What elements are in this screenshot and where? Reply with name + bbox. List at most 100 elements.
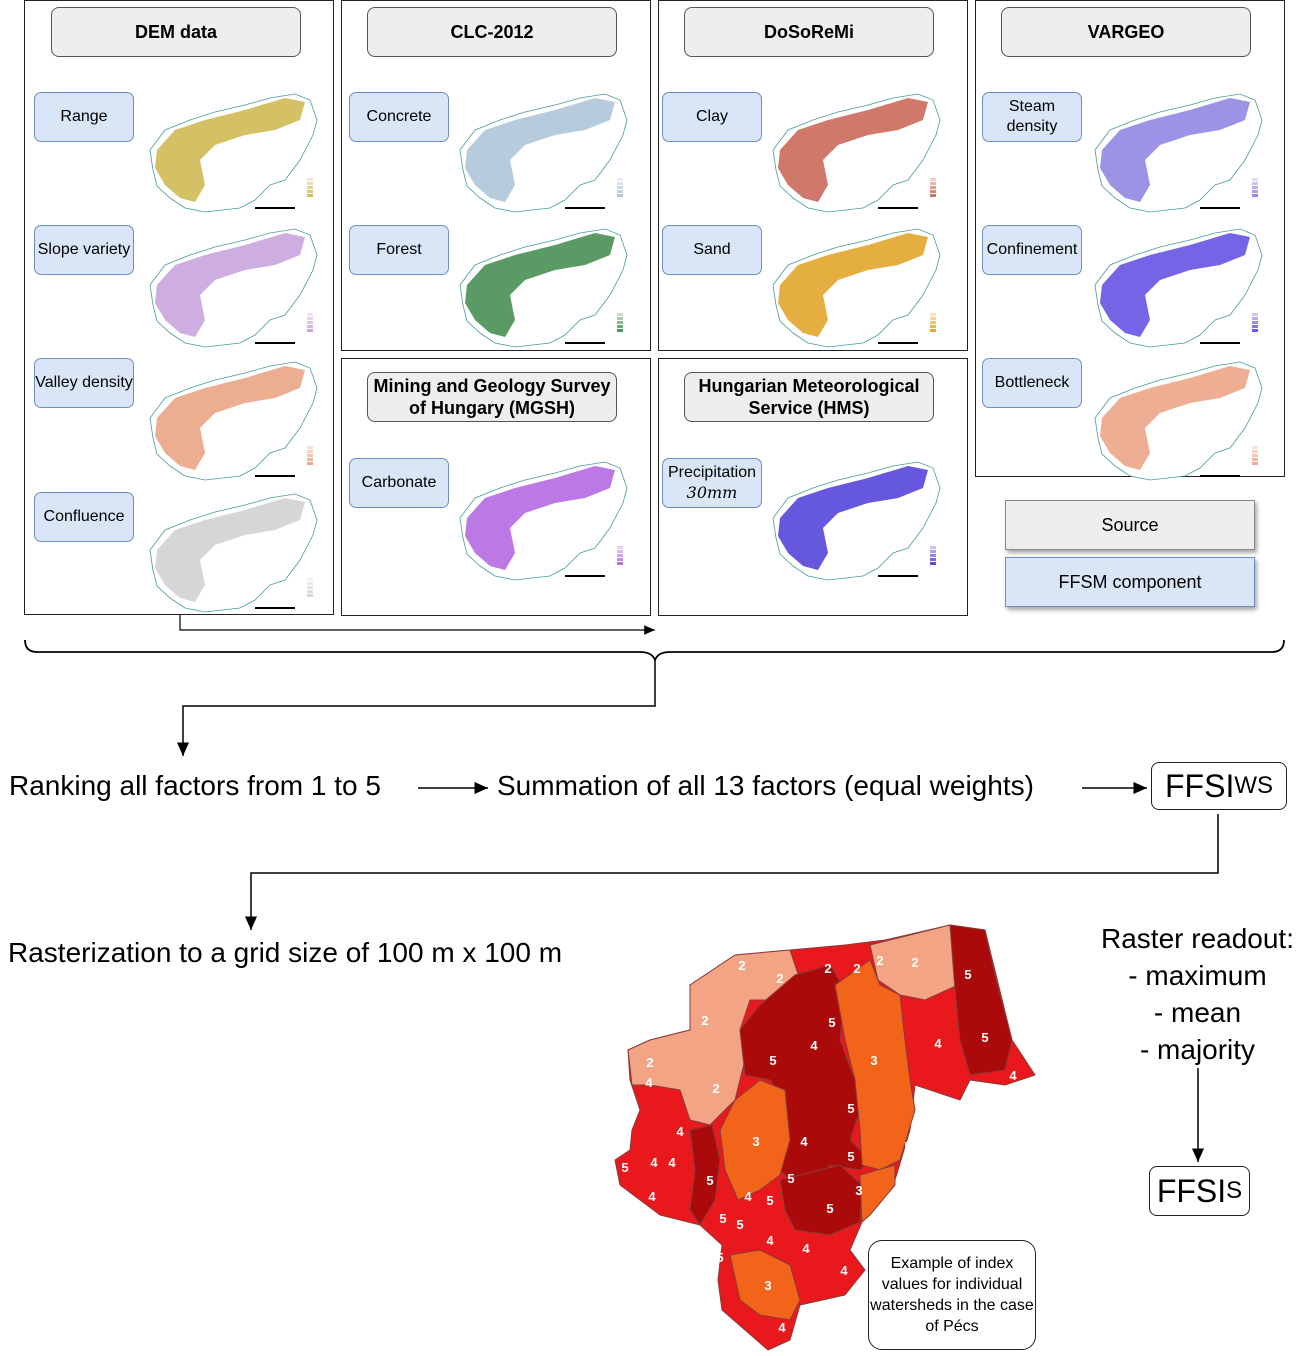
brace-arrow [177, 660, 656, 756]
sand-map [772, 228, 941, 348]
step-rasterization: Rasterization to a grid size of 100 m x … [8, 937, 563, 968]
legend-swatch [307, 317, 313, 320]
source-vargeo: VARGEO [1001, 7, 1251, 57]
scale-bar [878, 575, 918, 577]
watershed-index-label: 4 [696, 951, 704, 966]
legend-swatch [307, 329, 313, 332]
legend-swatch [930, 194, 936, 197]
legend-swatch [930, 546, 936, 549]
legend-swatch [617, 178, 623, 181]
legend-swatch [307, 578, 313, 581]
pecs-callout: Example of index values for individual w… [868, 1240, 1036, 1350]
legend-swatch [1252, 190, 1258, 193]
component-clay: Clay [662, 92, 762, 142]
legend-swatch [1252, 329, 1258, 332]
legend-swatch [1252, 317, 1258, 320]
watershed-index-label: 2 [824, 961, 831, 976]
legend-swatch [617, 317, 623, 320]
watershed-index-label: 5 [787, 1171, 794, 1186]
readout-title: Raster readout: [1101, 923, 1294, 954]
scale-bar [255, 207, 295, 209]
legend-swatch [307, 446, 313, 449]
confinement-map [1094, 228, 1263, 348]
source-mgsh: Mining and Geology Survey of Hungary (MG… [367, 372, 617, 422]
watershed-index-label: 4 [800, 1134, 808, 1149]
readout-mean: - mean [1153, 997, 1242, 1028]
watershed-index-label: 3 [855, 1183, 862, 1198]
watershed-index-label: 4 [645, 1075, 653, 1090]
legend-swatch [1252, 321, 1258, 324]
component-confluence: Confluence [34, 492, 134, 542]
watershed-index-label: 4 [648, 1189, 656, 1204]
watershed-index-label: 2 [876, 953, 883, 968]
legend-swatch [1252, 454, 1258, 457]
factor-region [465, 233, 615, 337]
ffsi-s-box: FFSI S [1149, 1166, 1250, 1216]
legend-swatch [930, 550, 936, 553]
legend-swatch [930, 190, 936, 193]
legend-swatch [617, 554, 623, 557]
factor-region [465, 466, 615, 570]
legend-swatch [930, 325, 936, 328]
legend-swatch [930, 558, 936, 561]
scale-bar [565, 342, 605, 344]
watershed-index-label: 5 [981, 1030, 988, 1045]
source-hms: Hungarian Meteorological Service (HMS) [684, 372, 934, 422]
step-summation: Summation of all 13 factors (equal weigh… [497, 770, 1034, 801]
watershed-index-label: 5 [904, 1139, 911, 1154]
legend-swatch [307, 590, 313, 593]
scale-bar [1200, 475, 1240, 477]
watershed-rank5-b [949, 924, 1013, 1076]
clay-map [772, 93, 941, 213]
range-map [149, 93, 318, 213]
concrete-map [459, 93, 628, 213]
watershed-index-label: 4 [934, 1036, 942, 1051]
watershed-index-label: 4 [1009, 1068, 1017, 1083]
legend-swatch [1252, 313, 1258, 316]
watershed-index-label: 5 [716, 1250, 723, 1265]
watershed-index-label: 2 [646, 1055, 653, 1070]
watershed-index-label: 2 [853, 961, 860, 976]
legend-swatch [307, 462, 313, 465]
bottleneck-map [1094, 361, 1263, 481]
forest-map [459, 228, 628, 348]
factor-region [155, 98, 305, 202]
legend-swatch [1252, 194, 1258, 197]
brace [24, 639, 1285, 663]
watershed-index-label: 5 [828, 1015, 835, 1030]
legend-swatch [930, 313, 936, 316]
legend-swatch [930, 186, 936, 189]
legend-swatch [307, 194, 313, 197]
legend-swatch [617, 190, 623, 193]
ffsi-s-sub: S [1226, 1177, 1243, 1204]
legend-swatch [617, 186, 623, 189]
legend-swatch [1252, 450, 1258, 453]
component-slope-variety: Slope variety [34, 225, 134, 275]
legend-swatch [930, 554, 936, 557]
legend-swatch [617, 329, 623, 332]
watershed-rank3-a [834, 959, 916, 1171]
carbonate-map [459, 461, 628, 581]
legend-swatch [617, 313, 623, 316]
legend-swatch [930, 182, 936, 185]
watershed-index-label: 3 [870, 1053, 877, 1068]
valley-map [149, 361, 318, 481]
legend-swatch [307, 594, 313, 597]
scale-bar [1200, 207, 1240, 209]
watershed-index-label: 3 [752, 1134, 759, 1149]
legend-swatch [307, 178, 313, 181]
watershed-rank5-c [779, 1164, 863, 1236]
scale-bar [255, 342, 295, 344]
scale-bar [1200, 342, 1240, 344]
watershed-index-label: 5 [736, 1217, 743, 1232]
legend-swatch [1252, 325, 1258, 328]
readout-maximum: - maximum [1128, 960, 1267, 991]
scale-bar [565, 575, 605, 577]
raster-readout: Raster readout: - maximum - mean - major… [1090, 920, 1305, 1068]
legend-swatch [307, 454, 313, 457]
component-concrete: Concrete [349, 92, 449, 142]
legend-swatch [930, 178, 936, 181]
legend-swatch [1252, 182, 1258, 185]
component-range: Range [34, 92, 134, 142]
